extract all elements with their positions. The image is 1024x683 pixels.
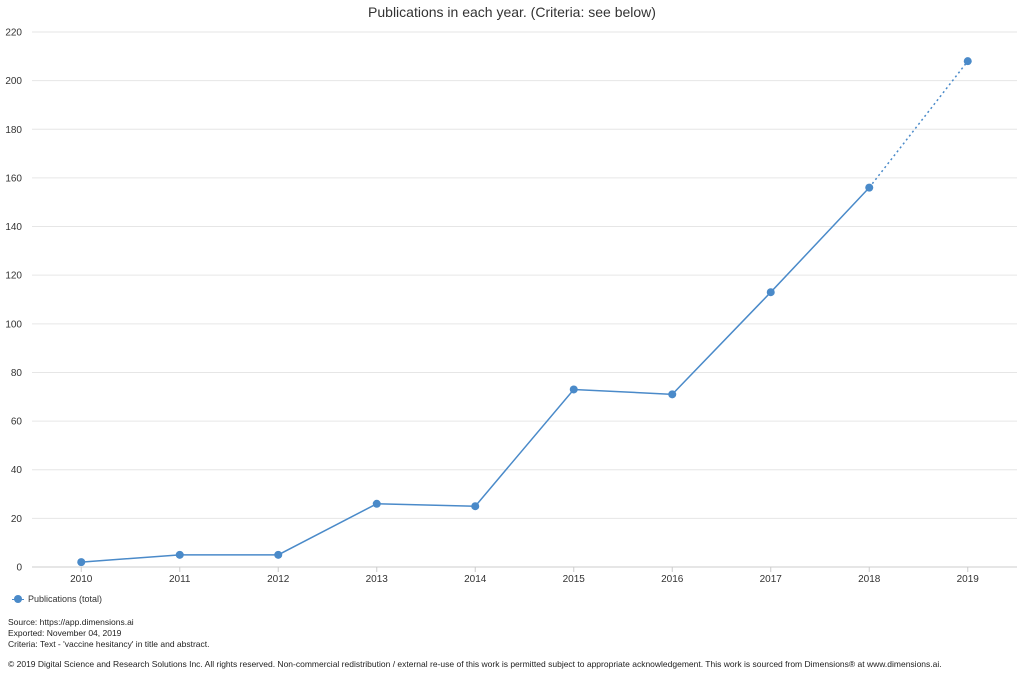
footer-copyright: © 2019 Digital Science and Research Solu…: [8, 659, 942, 669]
y-tick-label: 220: [5, 28, 22, 39]
y-tick-label: 20: [11, 514, 23, 525]
x-tick-label: 2014: [464, 574, 487, 585]
y-tick-label: 120: [5, 271, 22, 282]
y-tick-label: 200: [5, 76, 22, 87]
chart-title: Publications in each year. (Criteria: se…: [368, 4, 656, 20]
data-point-2013[interactable]: [372, 499, 381, 508]
footer-source: Source: https://app.dimensions.ai: [8, 617, 134, 627]
footer-criteria: Criteria: Text - 'vaccine hesitancy' in …: [8, 639, 210, 649]
y-tick-label: 80: [11, 368, 23, 379]
x-tick-label: 2012: [267, 574, 290, 585]
series-layer: [77, 57, 972, 567]
x-tick-label: 2015: [563, 574, 586, 585]
y-tick-label: 180: [5, 125, 22, 136]
y-tick-label: 0: [16, 563, 22, 574]
data-point-2012[interactable]: [274, 550, 283, 559]
data-point-2015[interactable]: [569, 385, 578, 394]
data-point-2016[interactable]: [668, 390, 677, 399]
chart: Publications in each year. (Criteria: se…: [5, 4, 1017, 585]
data-point-2010[interactable]: [77, 558, 86, 567]
data-point-2018[interactable]: [865, 183, 874, 192]
y-tick-label: 100: [5, 319, 22, 330]
y-tick-label: 60: [11, 417, 23, 428]
legend[interactable]: Publications (total): [12, 594, 102, 604]
data-point-2011[interactable]: [175, 550, 184, 559]
x-tick-label: 2011: [169, 574, 191, 585]
y-tick-label: 160: [5, 173, 22, 184]
data-point-2017[interactable]: [766, 288, 775, 297]
x-tick-label: 2010: [70, 574, 93, 585]
footer: Source: https://app.dimensions.ai Export…: [8, 617, 942, 670]
x-tick-label: 2013: [366, 574, 389, 585]
footer-exported: Exported: November 04, 2019: [8, 628, 122, 638]
x-tick-label: 2018: [858, 574, 881, 585]
y-tick-label: 140: [5, 222, 22, 233]
data-point-2019[interactable]: [963, 57, 972, 66]
x-tick-label: 2019: [957, 574, 980, 585]
x-tick-label: 2016: [661, 574, 684, 585]
x-tick-label: 2017: [760, 574, 783, 585]
grid-layer: [32, 31, 1017, 519]
data-point-2014[interactable]: [471, 502, 480, 511]
y-tick-label: 40: [11, 465, 23, 476]
series-line-projected: [868, 60, 969, 189]
legend-marker-icon: [12, 594, 24, 604]
legend-label: Publications (total): [28, 594, 103, 604]
axis-layer: 0 20 40 60 80 100 120 140 160 180 200 220 2010 2011 20…: [5, 28, 1017, 585]
